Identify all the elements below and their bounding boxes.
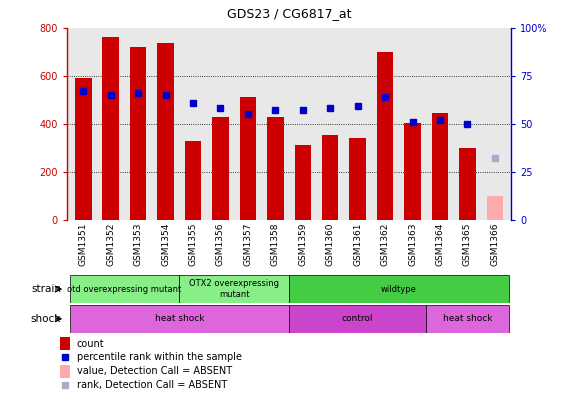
Text: value, Detection Call = ABSENT: value, Detection Call = ABSENT xyxy=(77,366,232,376)
Bar xyxy=(130,47,146,220)
Text: GSM1358: GSM1358 xyxy=(271,223,280,266)
Bar xyxy=(60,365,70,378)
Text: heat shock: heat shock xyxy=(155,314,204,323)
Text: GSM1354: GSM1354 xyxy=(161,223,170,266)
Text: GSM1360: GSM1360 xyxy=(326,223,335,266)
Text: GSM1366: GSM1366 xyxy=(490,223,499,266)
Text: rank, Detection Call = ABSENT: rank, Detection Call = ABSENT xyxy=(77,380,227,390)
Bar xyxy=(185,141,201,220)
Text: GSM1352: GSM1352 xyxy=(106,223,115,266)
Bar xyxy=(212,116,229,220)
Text: wildtype: wildtype xyxy=(381,285,417,293)
Text: shock: shock xyxy=(31,314,61,324)
Bar xyxy=(240,97,256,220)
Bar xyxy=(70,275,180,303)
Text: GSM1362: GSM1362 xyxy=(381,223,390,266)
Text: percentile rank within the sample: percentile rank within the sample xyxy=(77,352,242,362)
Bar xyxy=(295,145,311,220)
Bar xyxy=(102,37,119,220)
Text: GSM1359: GSM1359 xyxy=(298,223,307,266)
Bar xyxy=(157,43,174,220)
Text: GSM1365: GSM1365 xyxy=(463,223,472,266)
Bar xyxy=(432,113,448,220)
Bar xyxy=(289,275,508,303)
Bar xyxy=(289,305,426,333)
Bar xyxy=(404,122,421,220)
Text: GSM1356: GSM1356 xyxy=(216,223,225,266)
Text: GSM1361: GSM1361 xyxy=(353,223,362,266)
Text: control: control xyxy=(342,314,374,323)
Bar xyxy=(426,305,508,333)
Bar xyxy=(75,78,92,220)
Text: strain: strain xyxy=(31,284,61,294)
Text: heat shock: heat shock xyxy=(443,314,492,323)
Bar xyxy=(349,138,366,220)
Text: GSM1355: GSM1355 xyxy=(188,223,198,266)
Text: GSM1353: GSM1353 xyxy=(134,223,143,266)
Text: count: count xyxy=(77,339,104,348)
Bar xyxy=(459,148,476,220)
Bar xyxy=(180,275,289,303)
Bar xyxy=(267,116,284,220)
Bar xyxy=(487,196,503,220)
Text: GSM1364: GSM1364 xyxy=(435,223,444,266)
Bar xyxy=(322,135,338,220)
Bar xyxy=(60,337,70,350)
Text: GSM1357: GSM1357 xyxy=(243,223,252,266)
Bar xyxy=(70,305,289,333)
Bar xyxy=(377,52,393,220)
Text: GDS23 / CG6817_at: GDS23 / CG6817_at xyxy=(227,7,352,20)
Text: otd overexpressing mutant: otd overexpressing mutant xyxy=(67,285,181,293)
Text: OTX2 overexpressing
mutant: OTX2 overexpressing mutant xyxy=(189,280,279,299)
Text: GSM1363: GSM1363 xyxy=(408,223,417,266)
Text: GSM1351: GSM1351 xyxy=(79,223,88,266)
